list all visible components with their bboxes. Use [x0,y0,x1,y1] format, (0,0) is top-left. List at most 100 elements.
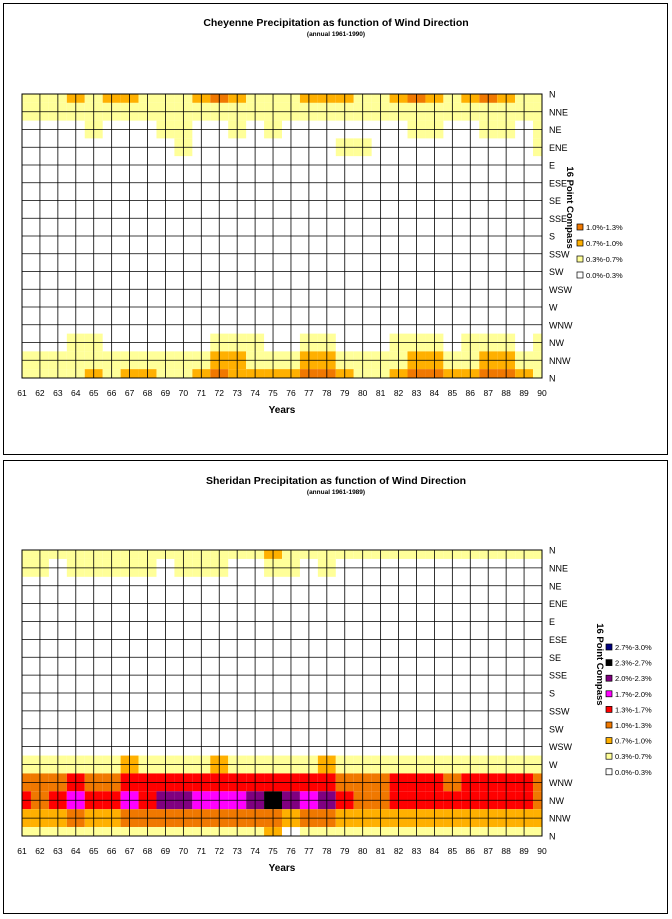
y-tick-label: ESE [549,178,567,188]
x-tick-label: 71 [197,846,207,856]
legend-swatch [605,690,613,698]
x-tick-label: 71 [197,388,207,398]
y-tick-label: WSW [549,285,572,295]
x-tick-label: 79 [340,388,350,398]
x-tick-label: 85 [448,388,458,398]
x-tick-label: 70 [179,846,189,856]
legend-label: 2.7%-3.0% [615,643,652,652]
plot-border [21,93,543,379]
x-tick-label: 90 [537,388,547,398]
legend-swatch [605,752,613,760]
y-tick-label: WSW [549,742,572,752]
y-tick-label: W [549,303,558,313]
heat-cell [533,94,542,103]
y-tick-label: ENE [549,143,568,153]
x-tick-label: 82 [394,846,404,856]
y-tick-label: E [549,617,555,627]
heat-cell [22,550,31,559]
x-tick-label: 76 [286,846,296,856]
legend-swatch [605,721,613,729]
x-tick-label: 74 [250,388,260,398]
legend-label: 0.3%-0.7% [586,255,623,264]
cheyenne-chart: Cheyenne Precipitation as function of Wi… [17,17,623,416]
heat-cell [22,369,31,378]
x-tick-label: 89 [519,846,529,856]
x-tick-label: 66 [107,846,117,856]
plot-border [21,549,543,837]
y-tick-label: N [549,374,556,384]
x-tick-label: 77 [304,846,314,856]
y-tick-label: S [549,232,555,242]
y-tick-label: N [549,832,556,842]
x-tick-label: 70 [179,388,189,398]
x-tick-label: 75 [268,846,278,856]
x-tick-label: 83 [412,846,422,856]
x-tick-label: 75 [268,388,278,398]
y-tick-label: NE [549,125,562,135]
legend-label: 0.7%-1.0% [586,239,623,248]
chart-title: Cheyenne Precipitation as function of Wi… [203,17,468,29]
y-tick-label: ENE [549,599,568,609]
x-tick-label: 69 [161,388,171,398]
y-tick-label: ESE [549,635,567,645]
legend-label: 1.7%-2.0% [615,690,652,699]
legend-label: 2.0%-2.3% [615,674,652,683]
x-tick-label: 61 [17,388,27,398]
legend-label: 2.3%-2.7% [615,659,652,668]
heat-cell [533,550,542,559]
x-tick-label: 64 [71,388,81,398]
x-tick-label: 78 [322,846,332,856]
legend-label: 1.0%-1.3% [615,721,652,730]
x-tick-label: 67 [125,388,135,398]
x-tick-label: 73 [232,388,242,398]
legend-swatch [605,659,613,666]
y-tick-label: NW [549,796,564,806]
y-tick-label: NW [549,338,564,348]
legend-swatch [605,674,613,682]
sheridan-chart-panel: Sheridan Precipitation as function of Wi… [3,460,668,914]
x-tick-label: 79 [340,846,350,856]
y-tick-label: NNW [549,814,571,824]
y-tick-label: NNW [549,356,571,366]
sheridan-chart: Sheridan Precipitation as function of Wi… [17,475,652,874]
legend-swatch [576,239,584,247]
y-tick-label: W [549,760,558,770]
y-axis-label: 16 Point Compass [564,166,575,248]
x-tick-label: 62 [35,388,45,398]
x-tick-label: 84 [430,388,440,398]
cheyenne-chart-panel: Cheyenne Precipitation as function of Wi… [3,3,668,455]
x-tick-label: 74 [250,846,260,856]
y-tick-label: NNE [549,563,568,573]
x-tick-label: 69 [161,846,171,856]
legend-label: 0.3%-0.7% [615,752,652,761]
legend-label: 0.0%-0.3% [586,271,623,280]
heat-cell [22,94,31,103]
x-tick-label: 82 [394,388,404,398]
x-tick-label: 66 [107,388,117,398]
x-tick-label: 62 [35,846,45,856]
y-tick-label: N [549,90,556,100]
x-tick-label: 80 [358,388,368,398]
heat-cell [22,827,31,836]
x-tick-label: 68 [143,388,153,398]
x-tick-label: 88 [501,388,511,398]
y-tick-label: SSE [549,214,567,224]
y-tick-label: N [549,546,556,556]
x-tick-label: 90 [537,846,547,856]
legend-label: 0.7%-1.0% [615,737,652,746]
x-tick-label: 72 [215,388,225,398]
legend: 1.0%-1.3% 0.7%-1.0% 0.3%-0.7% 0.0%-0.3% [576,223,623,280]
legend-swatch [605,643,613,651]
x-tick-label: 65 [89,846,99,856]
legend: 2.7%-3.0% 2.3%-2.7% 2.0%-2.3% 1.7%-2.0% 1.3%… [605,643,652,777]
x-tick-label: 73 [232,846,242,856]
legend-swatch [605,706,613,713]
legend-swatch [576,223,584,231]
x-tick-label: 81 [376,846,386,856]
x-axis-label: Years [269,405,296,416]
x-tick-label: 67 [125,846,135,856]
x-tick-label: 86 [466,388,476,398]
x-tick-label: 68 [143,846,153,856]
legend-swatch [605,737,613,744]
y-tick-label: WNW [549,320,573,330]
